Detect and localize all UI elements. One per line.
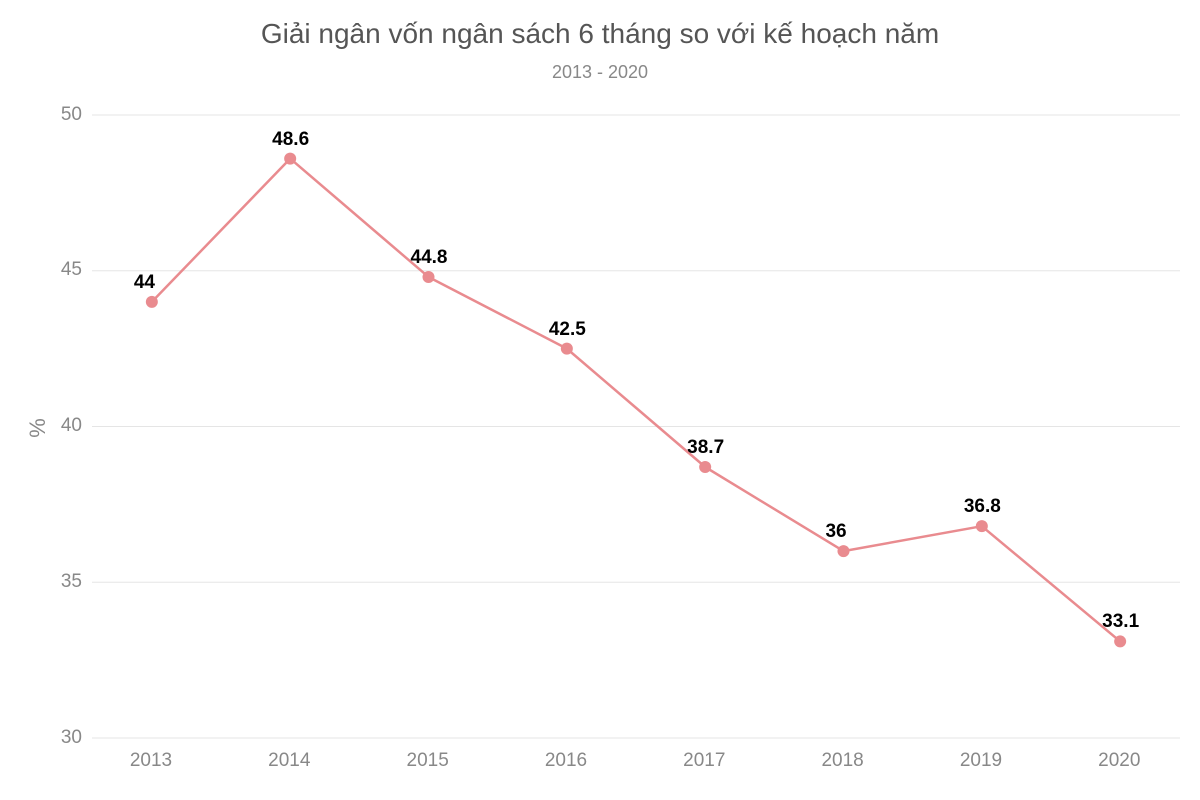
data-point-label: 38.7	[687, 437, 724, 459]
chart-container: Giải ngân vốn ngân sách 6 tháng so với k…	[0, 0, 1200, 800]
data-point-label: 36.8	[964, 496, 1001, 518]
data-point-label: 33.1	[1102, 611, 1139, 633]
x-tick-label: 2014	[268, 750, 310, 772]
data-point-label: 36	[825, 521, 846, 543]
x-tick-label: 2018	[821, 750, 863, 772]
y-tick-label: 50	[61, 104, 82, 126]
chart-svg	[0, 0, 1200, 800]
y-tick-label: 30	[61, 727, 82, 749]
data-point-label: 44.8	[411, 247, 448, 269]
x-tick-label: 2017	[683, 750, 725, 772]
data-point-label: 44	[134, 272, 155, 294]
x-tick-label: 2016	[545, 750, 587, 772]
y-tick-label: 35	[61, 571, 82, 593]
y-tick-label: 45	[61, 259, 82, 281]
x-tick-label: 2019	[960, 750, 1002, 772]
x-tick-label: 2020	[1098, 750, 1140, 772]
x-tick-label: 2015	[407, 750, 449, 772]
x-tick-label: 2013	[130, 750, 172, 772]
y-tick-label: 40	[61, 415, 82, 437]
data-point-label: 48.6	[272, 129, 309, 151]
data-point-label: 42.5	[549, 319, 586, 341]
